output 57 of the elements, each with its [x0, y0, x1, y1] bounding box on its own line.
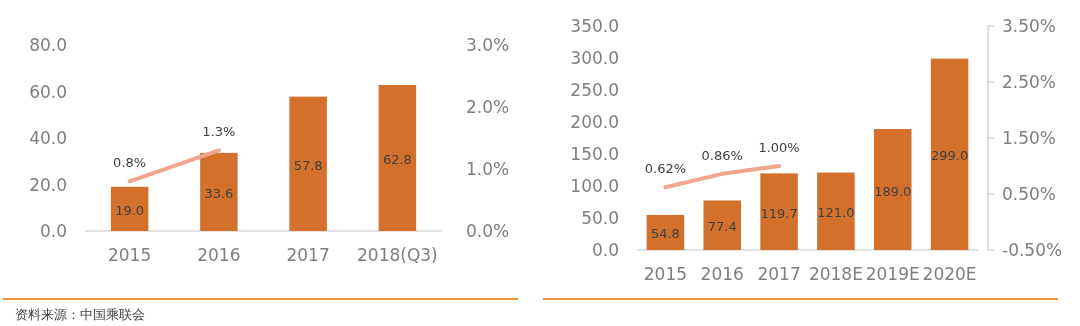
- y2-tick-label: 0.50%: [1002, 184, 1057, 204]
- y-tick-label: 0.0: [39, 221, 67, 241]
- y2-tick-label: 1.50%: [1002, 128, 1057, 148]
- data-label: 62.8: [382, 151, 412, 167]
- y-tick-label: 100.0: [570, 176, 619, 196]
- y-tick-label: 250.0: [570, 80, 619, 100]
- x-tick-label: 2016: [197, 245, 241, 265]
- x-tick-label: 2018E: [808, 264, 863, 284]
- y-tick-label: 200.0: [570, 112, 619, 132]
- x-tick-label: 2020E: [922, 264, 977, 284]
- bar: [289, 96, 327, 231]
- x-tick-label: 2016: [700, 264, 744, 284]
- data-label: 121.0: [817, 205, 855, 221]
- bar: [110, 186, 149, 231]
- data-label: 19.0: [115, 202, 145, 218]
- x-tick-label: 2018(Q3): [357, 245, 438, 265]
- y2-tick-label: 3.50%: [1002, 16, 1057, 36]
- y2-tick-label: 3.0%: [466, 35, 510, 55]
- y-tick-label: 40.0: [29, 128, 67, 148]
- x-tick-label: 2017: [286, 245, 330, 265]
- y2-tick-label: -0.50%: [1002, 240, 1063, 260]
- x-tick-label: 2015: [643, 264, 688, 284]
- text: 资料来源：中国乘联会: [15, 307, 145, 322]
- y2-tick-label: 0.0%: [466, 221, 510, 241]
- bar: [874, 129, 912, 250]
- data-label: 54.8: [650, 226, 680, 242]
- y2-tick-label: 2.0%: [466, 97, 510, 117]
- data-label: 189.0: [874, 183, 912, 199]
- bar: [200, 152, 238, 231]
- data-label: 33.6: [204, 185, 234, 201]
- y2-tick-label: 2.50%: [1002, 72, 1057, 92]
- data-label: 0.86%: [701, 147, 743, 163]
- y-tick-label: 60.0: [29, 81, 67, 102]
- data-label: 119.7: [760, 205, 798, 221]
- bar: [930, 58, 969, 250]
- data-label: 0.8%: [113, 155, 147, 171]
- data-label: 57.8: [293, 157, 323, 173]
- data-label: 1.3%: [202, 124, 236, 140]
- y-tick-label: 50.0: [581, 208, 619, 228]
- x-tick-label: 2015: [107, 245, 152, 265]
- y-tick-label: 20.0: [29, 174, 67, 195]
- data-label: 1.00%: [758, 140, 800, 155]
- y-tick-label: 150.0: [570, 144, 619, 164]
- y-tick-label: 80.0: [29, 35, 67, 55]
- y-tick-label: 350.0: [570, 16, 619, 36]
- y-tick-label: 0.0: [591, 240, 619, 260]
- bar: [378, 84, 417, 231]
- data-label: 0.62%: [644, 161, 687, 177]
- bar: [817, 172, 855, 250]
- data-label: 299.0: [930, 148, 969, 164]
- x-tick-label: 2019E: [865, 264, 920, 284]
- y-tick-label: 300.0: [570, 48, 619, 68]
- y2-tick-label: 1.0%: [466, 159, 510, 179]
- data-label: 77.4: [707, 219, 737, 235]
- bar: [703, 200, 742, 250]
- bar: [760, 173, 798, 250]
- x-tick-label: 2017: [757, 264, 801, 284]
